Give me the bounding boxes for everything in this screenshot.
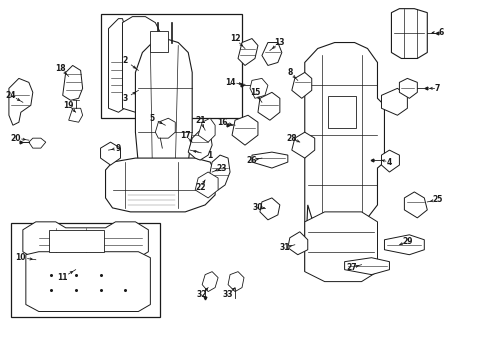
Polygon shape bbox=[291, 72, 311, 98]
Bar bbox=[327, 96, 355, 128]
Polygon shape bbox=[188, 128, 212, 160]
Polygon shape bbox=[23, 222, 148, 260]
Text: 6: 6 bbox=[438, 28, 443, 37]
Text: 33: 33 bbox=[223, 290, 233, 299]
Polygon shape bbox=[202, 272, 218, 292]
Polygon shape bbox=[258, 92, 279, 120]
Text: 8: 8 bbox=[286, 68, 292, 77]
Text: 13: 13 bbox=[274, 38, 285, 47]
Polygon shape bbox=[260, 198, 279, 220]
Bar bbox=[49, 230, 103, 252]
Polygon shape bbox=[287, 232, 307, 255]
Polygon shape bbox=[26, 252, 150, 311]
Text: 20: 20 bbox=[11, 134, 21, 143]
Text: 31: 31 bbox=[279, 243, 289, 252]
Bar bbox=[101, 14, 242, 118]
Text: 11: 11 bbox=[57, 273, 68, 282]
Polygon shape bbox=[160, 75, 175, 108]
Text: 22: 22 bbox=[195, 184, 205, 193]
Polygon shape bbox=[304, 212, 377, 282]
Polygon shape bbox=[291, 132, 314, 158]
Text: 5: 5 bbox=[149, 114, 155, 123]
Polygon shape bbox=[62, 66, 82, 100]
Polygon shape bbox=[304, 42, 384, 272]
Polygon shape bbox=[108, 19, 124, 112]
Polygon shape bbox=[384, 235, 424, 255]
Text: 24: 24 bbox=[6, 91, 16, 100]
Bar bbox=[11, 223, 160, 318]
Text: 9: 9 bbox=[116, 144, 121, 153]
Polygon shape bbox=[399, 78, 416, 98]
Text: 29: 29 bbox=[401, 237, 412, 246]
Text: 30: 30 bbox=[252, 203, 263, 212]
Text: 3: 3 bbox=[122, 94, 128, 103]
Polygon shape bbox=[155, 118, 175, 138]
Polygon shape bbox=[344, 258, 388, 275]
Polygon shape bbox=[251, 152, 287, 168]
Text: 18: 18 bbox=[55, 64, 66, 73]
Polygon shape bbox=[262, 42, 281, 66]
Polygon shape bbox=[68, 108, 82, 122]
Bar bbox=[150, 31, 168, 53]
Polygon shape bbox=[381, 88, 407, 115]
Text: 15: 15 bbox=[249, 88, 260, 97]
Polygon shape bbox=[195, 172, 218, 198]
Polygon shape bbox=[198, 118, 215, 142]
Polygon shape bbox=[390, 9, 427, 58]
Text: 7: 7 bbox=[434, 84, 439, 93]
Text: 2: 2 bbox=[122, 56, 128, 65]
Text: 21: 21 bbox=[195, 116, 205, 125]
Text: 4: 4 bbox=[386, 158, 391, 167]
Text: 26: 26 bbox=[246, 156, 257, 165]
Text: 17: 17 bbox=[180, 131, 190, 140]
Text: 19: 19 bbox=[63, 101, 74, 110]
Polygon shape bbox=[105, 158, 215, 212]
Polygon shape bbox=[101, 142, 120, 165]
Text: 27: 27 bbox=[346, 263, 356, 272]
Polygon shape bbox=[208, 155, 229, 190]
Polygon shape bbox=[249, 78, 267, 98]
Text: 25: 25 bbox=[431, 195, 442, 204]
Text: 14: 14 bbox=[224, 78, 235, 87]
Polygon shape bbox=[381, 150, 399, 172]
Text: 1: 1 bbox=[207, 150, 212, 159]
Polygon shape bbox=[29, 138, 46, 148]
Text: 12: 12 bbox=[229, 34, 240, 43]
Polygon shape bbox=[232, 115, 258, 145]
Polygon shape bbox=[238, 39, 258, 66]
Polygon shape bbox=[404, 192, 427, 218]
Polygon shape bbox=[135, 39, 192, 175]
Text: 28: 28 bbox=[286, 134, 297, 143]
Polygon shape bbox=[122, 17, 175, 112]
Text: 10: 10 bbox=[16, 253, 26, 262]
Polygon shape bbox=[9, 78, 33, 125]
Text: 16: 16 bbox=[216, 118, 227, 127]
Text: 32: 32 bbox=[197, 290, 207, 299]
Polygon shape bbox=[227, 272, 244, 292]
Text: 23: 23 bbox=[216, 163, 227, 172]
